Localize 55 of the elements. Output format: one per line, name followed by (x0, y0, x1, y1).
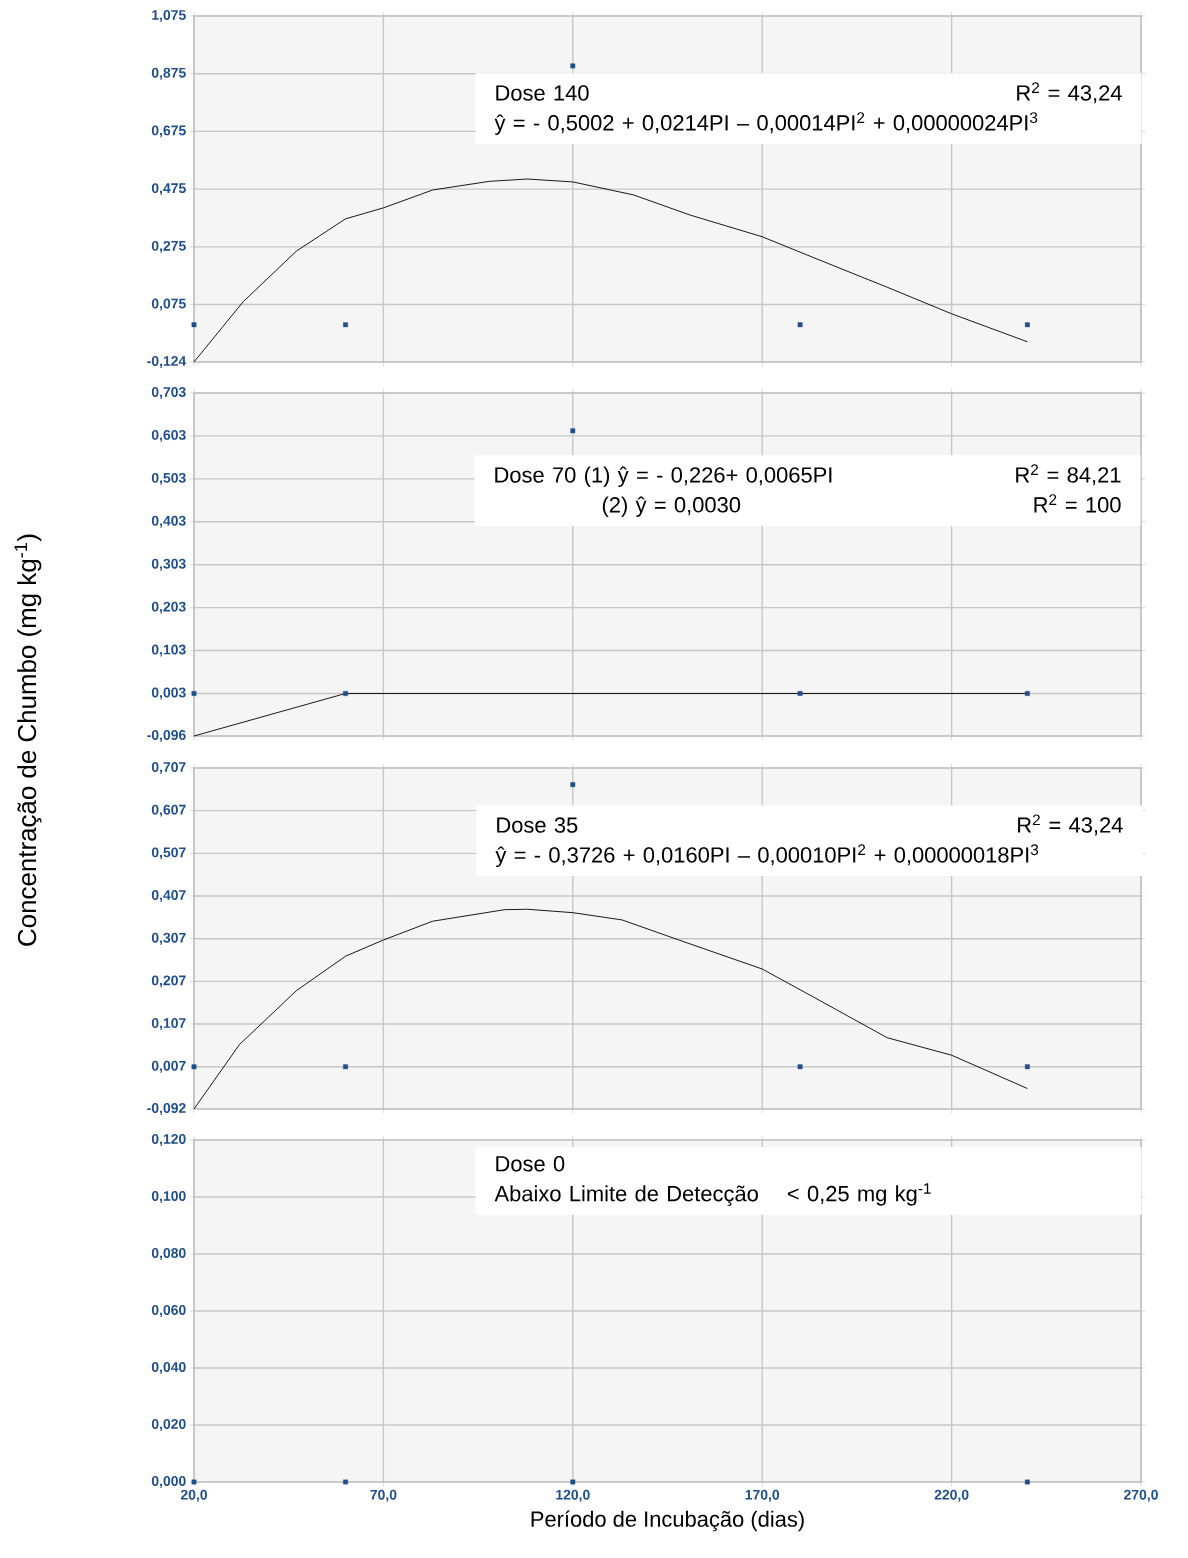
x-tick-label: 120,0 (556, 1489, 590, 1502)
line-series (193, 178, 1028, 363)
y-tick-label: 0,007 (151, 1060, 186, 1073)
x-tick-label: 170,0 (745, 1489, 780, 1502)
y-tick-label: 0,100 (151, 1191, 186, 1203)
y-tick-label: 1,075 (152, 10, 186, 22)
annotation: R$^{2}$ = 84,21 (1016, 464, 1121, 486)
y-axis-title: Concentração de Chumbo (mg kg$^{-1}$) (14, 534, 42, 946)
y-tick-label: 0,303 (151, 558, 186, 571)
y-tick-label: 0,120 (151, 1134, 186, 1146)
x-tick-label: 220,0 (934, 1489, 969, 1502)
y-tick-label: -0,092 (147, 1103, 186, 1115)
y-tick-label: 0,060 (151, 1305, 186, 1317)
annotation: Dose 0 (496, 1155, 565, 1172)
y-tick-label: 0,107 (151, 1018, 186, 1031)
y-tick-label: 0,080 (151, 1248, 186, 1260)
y-tick-label: 0,307 (151, 932, 186, 945)
annotation: < 0,25 mg kg$^{-1}$ (787, 1183, 931, 1206)
y-tick-label: 0,407 (151, 890, 186, 902)
annotation: ŷ = - 0,5002 + 0,0214PI – 0,00014PI$^{2}$ + 0,00000024PI$^{3}$ (494, 112, 1038, 135)
annotation: Abaixo Limite de Detecção (494, 1185, 758, 1206)
annotation: Dose 35 (497, 817, 578, 833)
x-axis-title: Período de Incubação (dias) (531, 1510, 804, 1532)
annotation: ŷ = - 0,3726 + 0,0160PI – 0,00010PI$^{2}$ + 0,00000018PI$^{3}$ (495, 844, 1039, 868)
y-tick-label: 0,607 (151, 804, 186, 817)
y-tick-label: 0,103 (151, 644, 186, 657)
y-tick-label: 0,475 (151, 183, 186, 196)
y-tick-label: 0,675 (151, 125, 186, 138)
y-tick-label: 0,003 (151, 687, 186, 700)
y-tick-label: -0,124 (147, 356, 187, 368)
annotation: R$^{2}$ = 43,24 (1018, 814, 1123, 836)
y-tick-label: 0,000 (151, 1476, 186, 1488)
annotation: R$^{2}$ = 43,24 (1017, 82, 1122, 104)
x-tick-label: 20,0 (180, 1489, 207, 1502)
y-tick-label: 0,403 (151, 515, 186, 528)
annotation: Dose 70 (1) ŷ = - 0,226+ 0,0065PI (495, 466, 832, 488)
y-tick-label: 0,075 (151, 298, 186, 311)
y-tick-label: 0,875 (151, 67, 186, 80)
y-tick-label: 0,020 (151, 1419, 186, 1431)
y-tick-label: 0,603 (151, 429, 186, 442)
y-tick-label: 0,040 (151, 1362, 186, 1374)
y-tick-label: -0,096 (147, 730, 186, 742)
line-series (193, 908, 1028, 1110)
x-tick-label: 270,0 (1124, 1489, 1158, 1502)
y-tick-label: 0,507 (151, 847, 186, 860)
annotation: (2) ŷ = 0,0030 (602, 496, 741, 517)
y-tick-label: 0,275 (151, 240, 186, 253)
annotation: R$^{2}$ = 100 (1034, 494, 1121, 513)
y-tick-label: 0,203 (151, 601, 186, 614)
annotation: Dose 140 (496, 85, 589, 101)
y-tick-label: 0,703 (151, 387, 186, 399)
x-tick-label: 70,0 (370, 1489, 397, 1502)
y-tick-label: 0,503 (151, 472, 186, 485)
y-tick-label: 0,707 (151, 762, 186, 774)
y-tick-label: 0,207 (151, 975, 186, 988)
